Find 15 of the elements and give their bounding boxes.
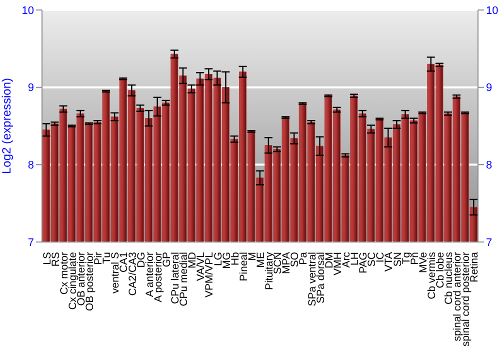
- y-tick-label: 7: [28, 236, 34, 249]
- y-axis-title: Log2 (expression): [0, 78, 14, 174]
- y-tick-label: 10: [22, 4, 34, 17]
- x-tick-label: RS: [50, 252, 62, 267]
- x-tick-label: OB posterior: [84, 252, 96, 311]
- y2-tick-label: 10: [486, 4, 498, 17]
- x-tick-label: Retina: [468, 252, 481, 282]
- x-tick-label: A posterior: [152, 252, 164, 302]
- y2-tick-label: 7: [486, 236, 492, 249]
- y-tick-label: 8: [28, 160, 34, 172]
- x-tick-label: Tg: [400, 252, 412, 264]
- y2-tick-label: 9: [486, 82, 492, 94]
- y2-tick-label: 8: [486, 160, 492, 172]
- y-tick-label: 9: [28, 82, 34, 94]
- x-tick-label: DG: [135, 252, 148, 268]
